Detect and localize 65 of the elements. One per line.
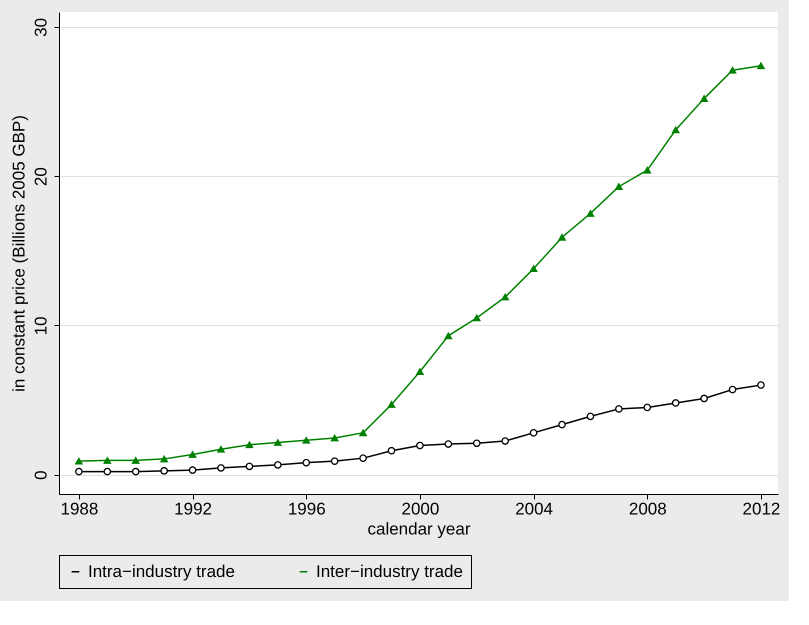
point [530,265,538,272]
point [75,458,83,465]
point [388,401,396,408]
point [246,441,254,448]
point [501,437,509,445]
point [359,454,367,462]
point [643,166,652,174]
point [188,451,196,458]
point [302,458,310,466]
point [558,420,566,428]
point [472,314,481,322]
y-tick-label: 20 [32,167,50,186]
point [274,439,282,446]
point [530,429,538,437]
point [615,405,623,413]
point [416,368,424,376]
y-tick-label: 30 [32,18,50,37]
point [672,126,680,134]
point [643,404,652,412]
point [615,183,623,190]
y-tick-label: 10 [32,316,50,336]
legend-label: Intra−industry trade [88,562,235,581]
y-axis-title: in constant price (Billions 2005 GBP) [10,115,28,392]
x-tick-label: 1988 [60,500,98,518]
point [558,234,566,241]
x-tick-label: 2000 [402,500,440,518]
point [132,468,140,476]
x-tick-label: 2008 [628,500,667,518]
x-tick-label: 1992 [174,500,212,518]
point [672,399,680,407]
point [728,386,736,394]
legend-label: Inter−industry trade [316,562,463,581]
point [700,95,708,102]
x-tick-label: 1996 [288,500,326,518]
x-axis-title: calendar year [367,520,471,538]
point [359,429,367,436]
point [330,434,338,442]
y-tick-label: 0 [32,470,50,480]
point [501,294,509,300]
point [416,442,424,450]
x-tick-label: 2004 [515,500,554,518]
point [388,446,396,455]
point [75,468,83,476]
point [246,462,254,470]
point [444,332,452,340]
point [444,440,452,448]
point [217,464,225,472]
point [586,210,594,217]
point [160,467,168,475]
point [330,457,338,465]
point [728,66,736,74]
point [302,436,310,444]
point [132,457,140,464]
point [757,381,765,389]
x-tick-label: 2012 [742,500,780,518]
point [586,412,594,420]
point [188,466,196,474]
point [104,457,112,464]
point [274,461,282,469]
point [104,468,112,476]
point [472,439,481,448]
point [757,62,765,70]
point [700,394,708,402]
point [160,456,168,462]
point [217,446,225,453]
